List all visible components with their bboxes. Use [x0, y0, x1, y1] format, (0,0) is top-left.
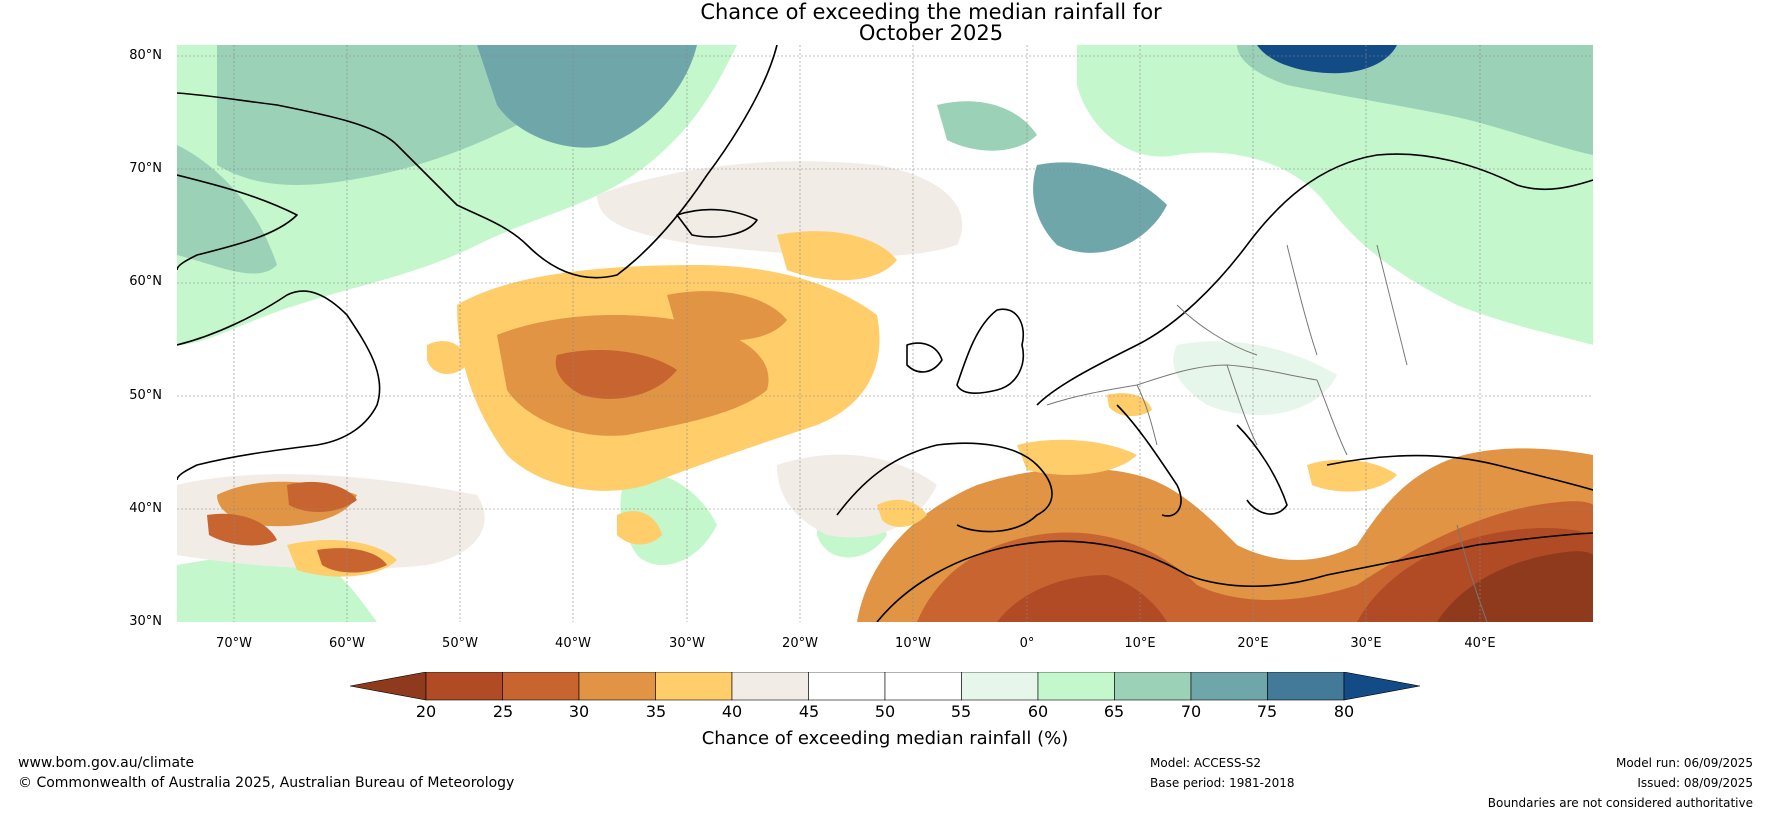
- colorbar-bin: [961, 672, 1039, 701]
- colorbar-tick: 20: [415, 702, 437, 721]
- footer-boundaries-note: Boundaries are not considered authoritat…: [1487, 796, 1753, 810]
- greenland-coast: [177, 45, 778, 279]
- rainfall-map: [177, 45, 1593, 622]
- colorbar-bin: [731, 672, 809, 701]
- ireland-coast: [906, 342, 943, 373]
- dry-southern-regions: [857, 393, 1593, 622]
- lon-label-0: 0°: [1019, 636, 1035, 651]
- colorbar-bin: [884, 672, 962, 701]
- lon-label-20e: 20°E: [1237, 636, 1269, 651]
- gridlines: [177, 45, 1593, 622]
- colorbar-bin: [502, 672, 580, 701]
- labrador-coast: [177, 290, 381, 481]
- footer-base-period: Base period: 1981-2018: [1150, 776, 1295, 790]
- baffin-coast: [177, 174, 298, 271]
- colorbar-bin: [655, 672, 733, 701]
- drier-regions: [207, 231, 897, 577]
- colorbar-tick: 30: [568, 702, 590, 721]
- lon-label-50w: 50°W: [442, 636, 478, 651]
- coastlines: [177, 45, 1593, 622]
- footer-model: Model: ACCESS-S2: [1150, 756, 1262, 770]
- lon-label-40e: 40°E: [1464, 636, 1496, 651]
- lon-label-30w: 30°W: [669, 636, 705, 651]
- italy-coast: [1116, 404, 1182, 517]
- lat-label-80n: 80°N: [129, 48, 162, 63]
- colorbar-bin: [808, 672, 886, 701]
- lat-label-70n: 70°N: [129, 161, 162, 176]
- lon-label-10e: 10°E: [1124, 636, 1156, 651]
- iberia-coast: [836, 442, 1053, 533]
- lon-label-10w: 10°W: [895, 636, 931, 651]
- turkey-coast: [1326, 454, 1593, 491]
- colorbar-tick: 60: [1027, 702, 1049, 721]
- balkans-coast: [1236, 424, 1288, 515]
- colorbar-tick: 50: [874, 702, 896, 721]
- colorbar-over-arrow: [1343, 672, 1420, 701]
- country-borders: [1046, 244, 1488, 622]
- colorbar-bin: [425, 672, 503, 701]
- north-africa-coast: [876, 532, 1593, 622]
- footer-url[interactable]: www.bom.gov.au/climate: [18, 755, 195, 771]
- colorbar-bin: [1267, 672, 1345, 701]
- iceland-coast: [676, 208, 758, 238]
- lat-label-60n: 60°N: [129, 274, 162, 289]
- colorbar-bin: [1190, 672, 1268, 701]
- lat-label-50n: 50°N: [129, 388, 162, 403]
- colorbar-tick: 45: [798, 702, 820, 721]
- colorbar-tick: 80: [1333, 702, 1355, 721]
- lon-label-70w: 70°W: [216, 636, 252, 651]
- footer-copyright: © Commonwealth of Australia 2025, Austra…: [18, 775, 515, 791]
- colorbar-tick: 25: [492, 702, 514, 721]
- lat-label-30n: 30°N: [129, 614, 162, 629]
- footer-model-run: Model run: 06/09/2025: [1615, 756, 1753, 770]
- lon-label-30e: 30°E: [1350, 636, 1382, 651]
- colorbar-tick: 70: [1180, 702, 1202, 721]
- map-canvas: [177, 45, 1593, 622]
- map-title-line1: Chance of exceeding the median rainfall …: [700, 0, 1162, 24]
- colorbar-bin: [1114, 672, 1192, 701]
- colorbar: [350, 672, 1420, 701]
- lon-label-20w: 20°W: [782, 636, 818, 651]
- colorbar-under-arrow: [350, 672, 427, 701]
- lon-label-60w: 60°W: [329, 636, 365, 651]
- map-title-line2: October 2025: [858, 21, 1004, 45]
- colorbar-tick: 40: [721, 702, 743, 721]
- colorbar-tick: 75: [1256, 702, 1278, 721]
- colorbar-bin: [578, 672, 656, 701]
- colorbar-bin: [1037, 672, 1115, 701]
- colorbar-tick: 65: [1103, 702, 1125, 721]
- wetter-regions: [177, 45, 1593, 622]
- colorbar-label: Chance of exceeding median rainfall (%): [701, 728, 1069, 749]
- british-isles-coast: [956, 308, 1024, 395]
- lat-label-40n: 40°N: [129, 501, 162, 516]
- scandinavia-coast: [1036, 153, 1593, 406]
- colorbar-tick: 55: [950, 702, 972, 721]
- lon-label-40w: 40°W: [555, 636, 591, 651]
- colorbar-tick: 35: [645, 702, 667, 721]
- footer-issued: Issued: 08/09/2025: [1637, 776, 1753, 790]
